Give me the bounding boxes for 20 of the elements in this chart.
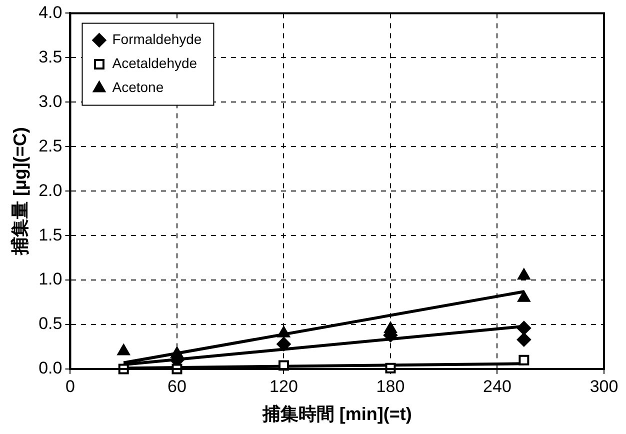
y-tick-label: 4.0 <box>38 2 62 22</box>
x-axis-title: 捕集時間 [min](=t) <box>261 404 412 424</box>
y-tick-label: 2.0 <box>38 180 62 200</box>
y-tick-label: 3.0 <box>38 92 62 111</box>
y-tick-label: 2.5 <box>38 136 62 156</box>
y-tick-label: 1.5 <box>38 225 62 244</box>
y-tick-label: 1.0 <box>38 270 62 289</box>
y-tick-label: 0.0 <box>38 358 62 378</box>
x-tick-label: 180 <box>376 376 405 396</box>
y-tick-label: 3.5 <box>38 47 62 66</box>
x-tick-label: 240 <box>483 376 512 396</box>
x-tick-label: 60 <box>168 376 186 396</box>
legend-label: Formaldehyde <box>112 31 202 48</box>
legend-label: Acetone <box>112 79 164 96</box>
legend-label: Acetaldehyde <box>112 55 198 72</box>
y-tick-label: 0.5 <box>38 314 62 334</box>
x-tick-label: 0 <box>66 376 75 396</box>
y-axis-title: 捕集量 [µg](=C) <box>10 127 30 256</box>
x-tick-label: 300 <box>590 376 618 396</box>
x-tick-label: 120 <box>270 376 298 396</box>
